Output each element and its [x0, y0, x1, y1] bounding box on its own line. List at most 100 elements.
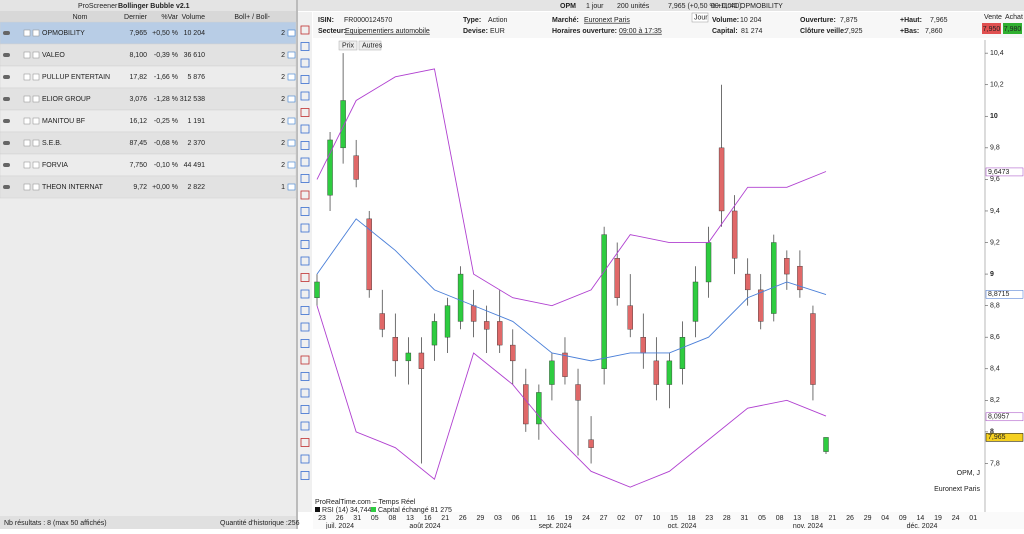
y-tick-label: 8 [990, 429, 994, 436]
row-boll: 2 [281, 140, 285, 147]
tool-icon[interactable] [300, 25, 310, 35]
watermark: Euronext Paris [934, 486, 980, 493]
candle-body [823, 437, 829, 452]
checkbox[interactable] [23, 95, 31, 103]
row-volume: 2 370 [187, 140, 205, 147]
tool-icon[interactable] [300, 355, 310, 365]
x-tick-label: 21 [441, 515, 449, 522]
x-tick-label: 05 [371, 515, 379, 522]
tool-icon[interactable] [300, 157, 310, 167]
tool-icon[interactable] [300, 207, 310, 216]
candle-body [405, 352, 412, 362]
tool-icon[interactable] [300, 372, 310, 381]
tool-icon[interactable] [300, 174, 310, 183]
x-tick-label: 02 [617, 515, 625, 522]
info-label: Secteur: [318, 28, 346, 35]
tool-icon[interactable] [300, 240, 310, 249]
tool-icon[interactable] [300, 471, 310, 480]
toolbar-units[interactable]: 200 unités [617, 3, 650, 10]
tool-icon[interactable] [300, 141, 310, 150]
checkbox[interactable] [23, 161, 31, 169]
checkbox[interactable] [32, 117, 40, 125]
checkbox[interactable] [32, 29, 40, 37]
tool-icon[interactable] [300, 454, 310, 464]
buy-value[interactable]: 7,980 [1004, 26, 1022, 33]
tool-icon[interactable] [300, 306, 310, 315]
tool-icon[interactable] [300, 388, 310, 398]
row-last: 7,750 [129, 162, 147, 169]
row-change: -1,66 % [154, 74, 178, 81]
status: Nb résultats : 8 (max 50 affichés) [4, 520, 107, 527]
checkbox[interactable] [32, 161, 40, 169]
checkbox[interactable] [32, 51, 40, 59]
checkbox[interactable] [32, 183, 40, 191]
tool-icon[interactable] [300, 124, 310, 134]
tab[interactable] [338, 40, 358, 51]
candle-body [366, 218, 372, 291]
tool-icon[interactable] [300, 75, 310, 84]
candle-body [418, 352, 425, 369]
tool-icon[interactable] [300, 190, 310, 200]
chart-icon [287, 73, 296, 81]
y-tick-label: 7,8 [990, 460, 1000, 467]
candle-body [588, 439, 594, 448]
row-boll: 1 [281, 184, 285, 191]
tool-icon[interactable] [300, 322, 310, 332]
checkbox[interactable] [23, 183, 31, 191]
checkbox[interactable] [32, 139, 40, 147]
tab[interactable]: ProScreener [78, 3, 118, 10]
info-value: Action [488, 17, 508, 24]
tool-icon[interactable] [300, 289, 310, 299]
toolbar-period[interactable]: 1 jour [586, 3, 604, 10]
checkbox[interactable] [23, 117, 31, 125]
checkbox[interactable] [23, 139, 31, 147]
x-tick-label: 16 [547, 515, 555, 522]
candle-body [536, 392, 542, 425]
checkbox[interactable] [32, 95, 40, 103]
info-value[interactable]: Equipementiers automobile [345, 28, 430, 35]
info-value[interactable]: Euronext Paris [584, 17, 630, 24]
bollinger-band [316, 305, 827, 488]
tool-icon[interactable] [300, 108, 310, 117]
tool-icon[interactable] [300, 223, 310, 233]
checkbox[interactable] [23, 51, 31, 59]
x-tick-label: 26 [336, 515, 344, 522]
tool-icon[interactable] [300, 58, 310, 68]
tool-icon[interactable] [300, 438, 310, 447]
tab[interactable]: Bollinger Bubble v2.1 [118, 3, 190, 10]
tab-label[interactable]: Prix [342, 42, 355, 49]
tool-icon[interactable] [300, 256, 310, 266]
tab[interactable] [358, 40, 382, 51]
info-value[interactable]: 09:00 à 17:35 [619, 28, 662, 35]
sell-value[interactable]: 7,950 [983, 26, 1001, 33]
tool-icon[interactable] [300, 339, 310, 348]
tab-label[interactable]: Autres [362, 42, 383, 49]
tool-icon[interactable] [300, 42, 310, 51]
tool-icon[interactable] [300, 91, 310, 101]
checkbox[interactable] [23, 73, 31, 81]
toolbar-symbol[interactable]: OPM [560, 3, 576, 10]
x-tick-label: 04 [881, 515, 889, 522]
candle-body [562, 352, 568, 377]
candle-body [483, 321, 490, 330]
x-tick-label: 29 [477, 515, 485, 522]
y-tick-label: 9,4 [990, 208, 1000, 215]
checkbox[interactable] [23, 29, 31, 37]
x-tick-label: 07 [635, 515, 643, 522]
row[interactable] [0, 175, 297, 199]
toolbar-name[interactable]: OPMOBILITY [740, 3, 783, 10]
chart-icon [287, 183, 296, 191]
toolbar-quote: 7,965 (+0,50 % +0,040) [668, 3, 742, 10]
tool-icon[interactable] [300, 273, 310, 282]
tool-icon[interactable] [300, 405, 310, 414]
month-label: juil. 2024 [325, 523, 354, 529]
tool-icon[interactable] [300, 421, 310, 431]
column-header: Nom [73, 14, 88, 21]
candle-body [797, 265, 803, 291]
candle-body [353, 155, 359, 180]
row-volume: 44 491 [184, 162, 206, 169]
info-value: 81 274 [741, 28, 763, 35]
row-name: OPMOBILITY [42, 30, 85, 37]
info-label: Marché: [552, 17, 579, 24]
checkbox[interactable] [32, 73, 40, 81]
